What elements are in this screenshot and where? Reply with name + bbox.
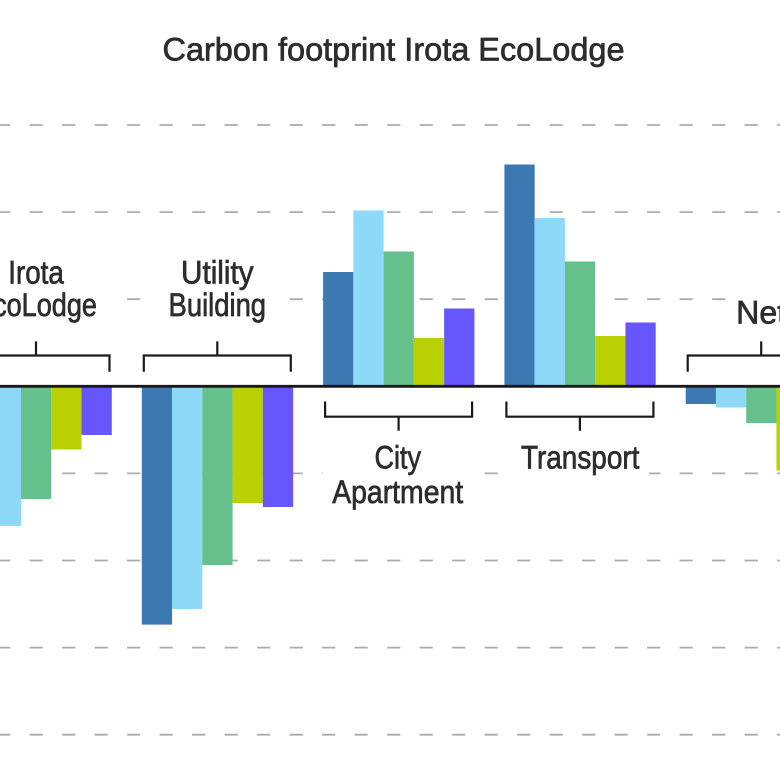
svg-text:Transport: Transport [521, 440, 640, 476]
svg-text:Carbon footprint Irota EcoLodg: Carbon footprint Irota EcoLodge [163, 31, 625, 67]
svg-text:Irota: Irota [8, 254, 64, 290]
svg-text:City: City [374, 440, 421, 476]
svg-text:Utility: Utility [181, 254, 254, 290]
svg-text:Building: Building [169, 287, 267, 323]
svg-text:Net: Net [736, 295, 780, 331]
svg-text:EcoLodge: EcoLodge [0, 287, 97, 323]
svg-text:Apartment: Apartment [332, 474, 463, 510]
